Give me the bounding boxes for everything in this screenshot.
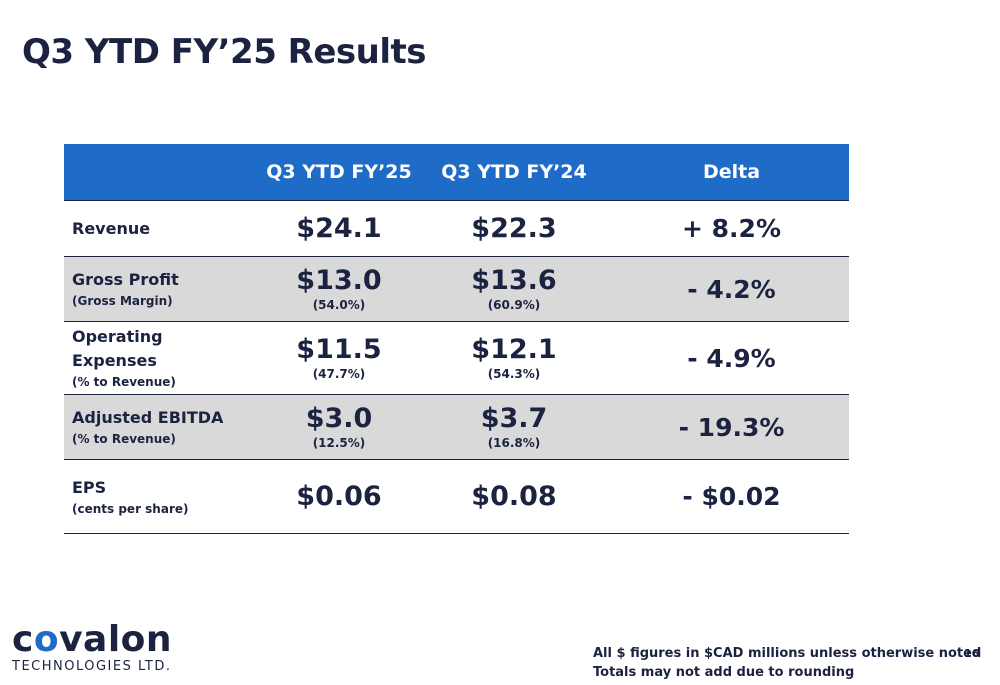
- logo-wordmark: covalon: [12, 622, 172, 658]
- fy25-cell: $11.5 (47.7%): [264, 334, 414, 382]
- delta-cell: - 19.3%: [614, 413, 849, 442]
- row-label: Gross Profit: [72, 270, 179, 289]
- row-sublabel: (% to Revenue): [72, 432, 176, 446]
- fy24-subvalue: (60.9%): [487, 298, 541, 312]
- table-header-row: Q3 YTD FY’25 Q3 YTD FY’24 Delta: [64, 144, 849, 201]
- footnote-currency: All $ figures in $CAD millions unless ot…: [593, 646, 982, 661]
- fy25-cell: $24.1: [264, 213, 414, 245]
- footnotes: All $ figures in $CAD millions unless ot…: [593, 644, 981, 682]
- fy24-cell: $22.3: [414, 213, 614, 245]
- table-row-operating-expenses: Operating Expenses (% to Revenue) $11.5 …: [64, 322, 849, 395]
- delta-cell: - $0.02: [614, 482, 849, 511]
- fy25-cell: $0.06: [264, 481, 414, 513]
- fy25-value: $3.0: [305, 403, 373, 434]
- header-cell-delta: Delta: [702, 161, 761, 183]
- fy25-value: $13.0: [296, 265, 382, 296]
- covalon-logo: covalon TECHNOLOGIES LTD.: [12, 622, 172, 675]
- logo-subtitle: TECHNOLOGIES LTD.: [12, 659, 172, 674]
- header-cell-fy24: Q3 YTD FY’24: [441, 161, 587, 183]
- fy24-subvalue: (54.3%): [487, 367, 541, 381]
- row-label-cell: Operating Expenses (% to Revenue): [64, 325, 264, 391]
- table-row-gross-profit: Gross Profit (Gross Margin) $13.0 (54.0%…: [64, 257, 849, 322]
- fy25-subvalue: (47.7%): [312, 367, 366, 381]
- fy24-cell: $12.1 (54.3%): [414, 334, 614, 382]
- logo-word-suffix: valon: [59, 619, 173, 660]
- logo-word-prefix: c: [12, 619, 34, 660]
- row-label: Operating Expenses: [72, 327, 163, 370]
- table-row-adjusted-ebitda: Adjusted EBITDA (% to Revenue) $3.0 (12.…: [64, 395, 849, 460]
- logo-word-accent: o: [33, 619, 60, 660]
- row-label: EPS: [72, 477, 107, 497]
- delta-value: - 4.9%: [687, 343, 776, 373]
- delta-value: - 19.3%: [678, 412, 785, 442]
- table-row-revenue: Revenue $24.1 $22.3 + 8.2%: [64, 201, 849, 257]
- page-number: 16: [964, 647, 980, 660]
- row-label-cell: Revenue: [64, 217, 264, 241]
- fy24-value: $13.6: [471, 265, 557, 296]
- fy24-cell: $3.7 (16.8%): [414, 403, 614, 451]
- row-sublabel: (% to Revenue): [72, 375, 176, 389]
- fy25-value: $0.06: [296, 480, 382, 512]
- row-label: Adjusted EBITDA: [72, 408, 224, 427]
- fy25-value: $24.1: [296, 212, 382, 244]
- row-sublabel: (Gross Margin): [72, 294, 173, 308]
- fy25-cell: $3.0 (12.5%): [264, 403, 414, 451]
- header-cell-fy25: Q3 YTD FY’25: [266, 161, 412, 183]
- delta-cell: + 8.2%: [614, 214, 849, 243]
- table-row-eps: EPS (cents per share) $0.06 $0.08 - $0.0…: [64, 460, 849, 534]
- fy24-value: $22.3: [471, 212, 557, 244]
- fy24-value: $3.7: [480, 403, 548, 434]
- fy24-cell: $13.6 (60.9%): [414, 265, 614, 313]
- row-label: Revenue: [72, 218, 151, 238]
- fy24-value: $12.1: [471, 334, 557, 365]
- delta-cell: - 4.9%: [614, 344, 849, 373]
- delta-value: - $0.02: [682, 482, 781, 511]
- row-label-cell: Adjusted EBITDA (% to Revenue): [64, 406, 264, 448]
- delta-value: - 4.2%: [687, 274, 776, 304]
- results-table: Q3 YTD FY’25 Q3 YTD FY’24 Delta Revenue …: [64, 144, 849, 534]
- fy24-subvalue: (16.8%): [487, 436, 541, 450]
- fy25-cell: $13.0 (54.0%): [264, 265, 414, 313]
- delta-value: + 8.2%: [682, 214, 781, 243]
- fy25-value: $11.5: [296, 334, 382, 365]
- fy25-subvalue: (12.5%): [312, 436, 366, 450]
- fy25-subvalue: (54.0%): [312, 298, 366, 312]
- row-label-cell: EPS (cents per share): [64, 476, 264, 518]
- row-sublabel: (cents per share): [72, 501, 189, 516]
- fy24-value: $0.08: [471, 480, 557, 512]
- delta-cell: - 4.2%: [614, 275, 849, 304]
- footnote-rounding: Totals may not add due to rounding: [593, 665, 855, 680]
- slide-title: Q3 YTD FY’25 Results: [22, 32, 427, 72]
- fy24-cell: $0.08: [414, 481, 614, 513]
- row-label-cell: Gross Profit (Gross Margin): [64, 268, 264, 310]
